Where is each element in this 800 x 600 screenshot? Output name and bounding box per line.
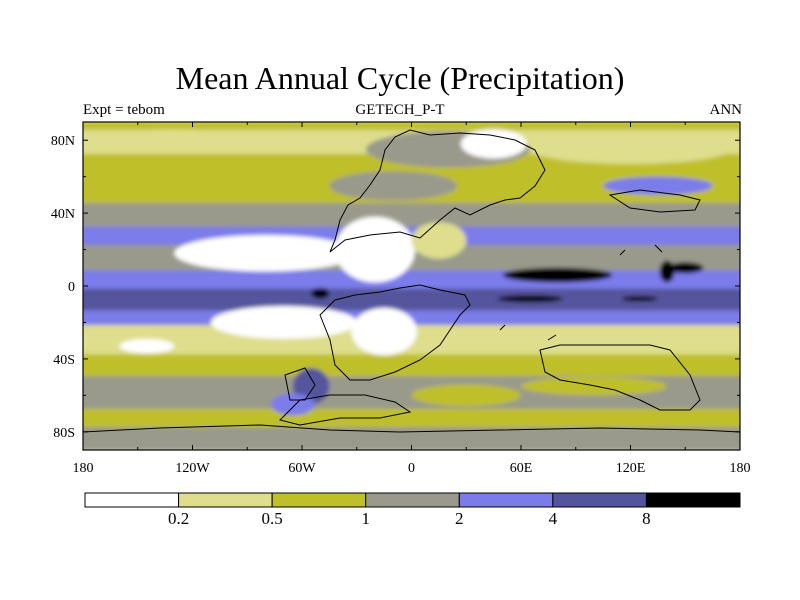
precip-patch-0	[101, 129, 248, 152]
x-tick-label: 60W	[288, 461, 316, 476]
precip-band-3	[83, 203, 740, 229]
x-tick-label: 120W	[175, 461, 210, 476]
precip-patch-11	[659, 260, 675, 283]
y-tick-label: 80S	[53, 426, 75, 441]
precip-patch-19	[270, 393, 315, 416]
island-outline	[284, 367, 316, 401]
precip-band-6	[83, 270, 740, 291]
colorbar-swatch	[271, 492, 367, 508]
continent-outline-south	[319, 284, 471, 381]
colorbar-swatch	[365, 492, 460, 508]
colorbar-label: 4	[549, 509, 558, 528]
precip-patch-14	[311, 287, 330, 299]
colorbar-swatch	[178, 492, 273, 508]
x-tick-label: 180	[73, 461, 94, 476]
precip-band-12	[83, 408, 740, 430]
precip-patch-15	[210, 306, 357, 339]
precip-patch-5	[329, 171, 458, 201]
colorbar-label: 8	[642, 509, 651, 528]
south-coast-line	[83, 424, 740, 433]
precip-patch-10	[667, 262, 704, 274]
subtitle-left: Expt = tebom	[83, 102, 165, 118]
precip-patch-3	[530, 134, 731, 164]
colorbar-label: 0.2	[168, 509, 189, 528]
colorbar-label: 2	[455, 509, 464, 528]
y-tick-label: 40S	[53, 353, 75, 368]
precip-patch-16	[351, 307, 417, 356]
precip-band-0	[83, 122, 740, 133]
south-landmass-outline	[279, 394, 412, 426]
precip-band-10	[83, 354, 740, 379]
colorbar-label: 1	[361, 509, 370, 528]
colorbar-swatch	[84, 492, 180, 508]
precip-patch-20	[411, 384, 521, 407]
continent-outline-north	[329, 129, 546, 253]
x-tick-label: 180	[730, 461, 751, 476]
colorbar-label: 0.5	[262, 509, 283, 528]
precip-band-7	[83, 288, 740, 313]
asia-outline	[608, 189, 701, 213]
x-tick-label: 120E	[616, 461, 646, 476]
colorbar-swatch	[645, 492, 741, 508]
precip-band-13	[83, 427, 740, 450]
subtitle-right: ANN	[709, 102, 743, 118]
precip-patch-9	[502, 267, 613, 283]
x-tick-label: 60E	[510, 461, 533, 476]
subtitle-center: GETECH_P-T	[355, 102, 445, 118]
y-tick-label: 80N	[51, 134, 75, 149]
colorbar-swatch	[458, 492, 554, 508]
colorbar-swatch	[552, 492, 647, 508]
mid-ocean-islands	[499, 244, 663, 341]
x-tick-label: 0	[408, 461, 415, 476]
precip-patch-8	[411, 222, 467, 259]
east-landmass-outline	[539, 344, 701, 411]
precip-patch-17	[119, 338, 175, 354]
precip-patch-7	[334, 216, 416, 283]
y-tick-label: 0	[68, 280, 75, 295]
precip-patch-13	[621, 296, 658, 302]
precip-patch-6	[174, 234, 357, 272]
precip-patch-2	[460, 129, 527, 159]
precip-patch-4	[603, 176, 713, 195]
chart-title: Mean Annual Cycle (Precipitation)	[175, 60, 625, 96]
precip-patch-12	[497, 295, 563, 303]
y-tick-label: 40N	[51, 207, 75, 222]
